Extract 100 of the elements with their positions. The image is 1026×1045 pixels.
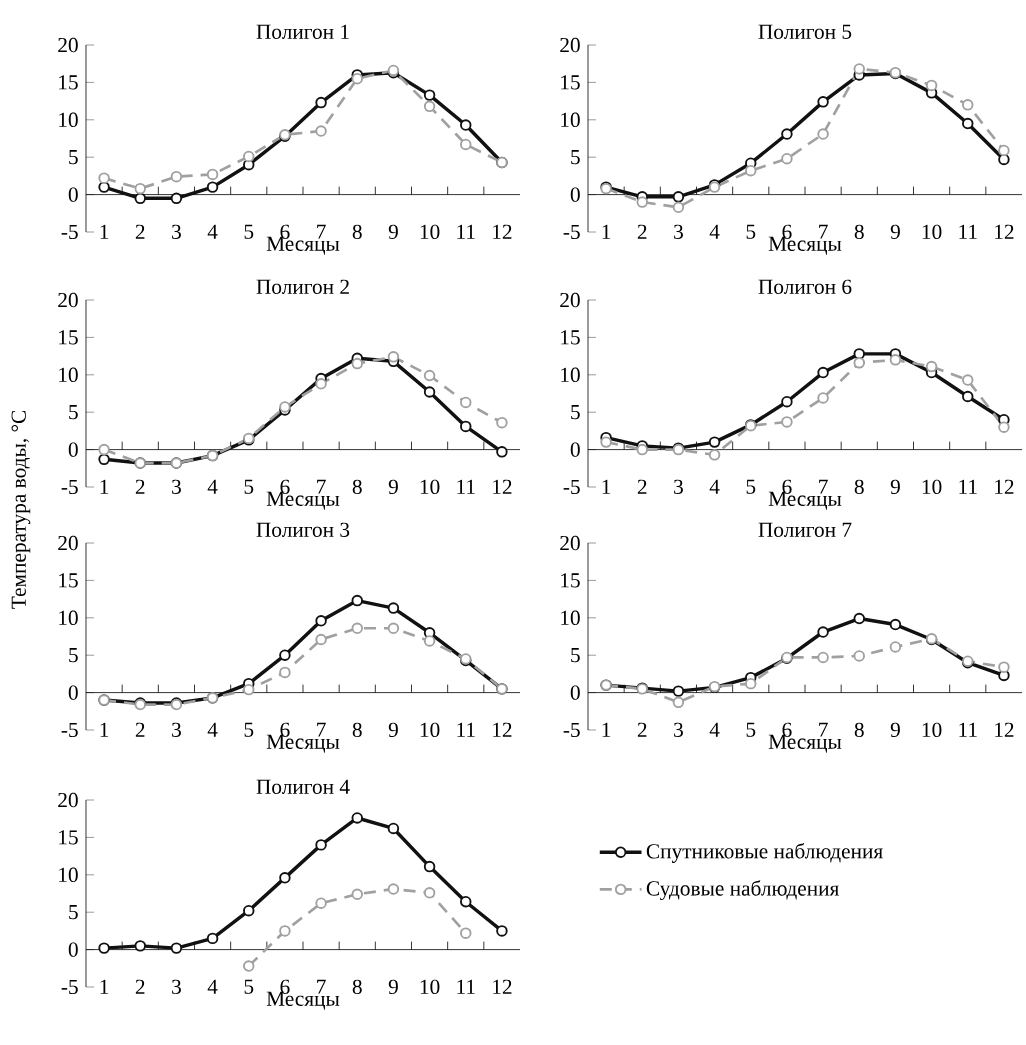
y-tick-label: -5	[563, 224, 580, 240]
y-tick-label: 5	[571, 150, 580, 165]
x-tick-label: 3	[674, 722, 683, 737]
x-tick-label: 3	[674, 479, 683, 494]
chart-title: Полигон 2	[256, 279, 349, 294]
y-tick-label: 0	[68, 685, 78, 700]
x-tick-label: 4	[709, 224, 720, 239]
y-tick-label: 0	[68, 942, 78, 957]
x-tick-label: 8	[352, 479, 362, 495]
legend-label: Судовые наблюдения	[646, 880, 839, 901]
x-tick-label: 4	[709, 722, 720, 737]
y-tick-label: -5	[563, 479, 580, 495]
y-tick-label: 0	[68, 187, 78, 202]
x-tick-label: 9	[388, 479, 398, 494]
chart-title: Полигон 3	[256, 522, 350, 537]
x-tick-label: 3	[674, 224, 683, 239]
x-tick-label: 4	[207, 224, 218, 239]
x-tick-label: 4	[207, 722, 218, 737]
x-tick-label: 12	[493, 479, 512, 494]
x-tick-label: 8	[854, 479, 864, 495]
x-tick-label: 12	[493, 722, 512, 737]
y-tick-label: 10	[561, 112, 580, 127]
x-tick-label: 11	[959, 722, 977, 737]
x-tick-label: 11	[457, 722, 475, 737]
x-tick-label: 12	[493, 979, 512, 994]
x-tick-label: 8	[854, 722, 864, 738]
y-tick-label: -5	[563, 722, 580, 738]
y-axis-title: Температура воды, °C	[11, 410, 31, 609]
x-tick-label: 9	[388, 979, 398, 994]
y-tick-label: 5	[571, 648, 580, 663]
y-tick-label: 15	[561, 330, 580, 345]
x-tick-label: 11	[457, 979, 475, 994]
x-tick-label: 8	[352, 979, 362, 995]
x-tick-label: 2	[637, 722, 647, 737]
legend-label: Спутниковые наблюдения	[646, 843, 883, 863]
x-tick-label: 11	[457, 224, 475, 239]
x-tick-label: 5	[244, 224, 254, 239]
x-tick-label: 1	[602, 722, 611, 737]
y-tick-label: 10	[561, 367, 580, 382]
x-tick-label: 10	[922, 224, 942, 240]
y-tick-label: 5	[69, 648, 78, 663]
y-tick-label: 15	[59, 830, 78, 845]
y-tick-label: 5	[571, 405, 580, 420]
y-tick-label: 15	[561, 573, 580, 588]
x-tick-label: 1	[602, 479, 611, 494]
x-tick-label: 2	[135, 722, 145, 737]
x-tick-label: 9	[890, 722, 900, 737]
x-tick-label: 12	[995, 722, 1014, 737]
x-tick-label: 1	[100, 722, 109, 737]
y-tick-label: 10	[59, 867, 78, 883]
x-tick-label: 12	[995, 224, 1014, 239]
x-tick-label: 10	[420, 979, 440, 995]
x-tick-label: 1	[602, 224, 611, 239]
y-tick-label: 5	[69, 405, 78, 420]
y-tick-label: 20	[58, 292, 78, 308]
y-tick-label: 20	[560, 292, 580, 308]
x-tick-label: 11	[457, 479, 475, 494]
x-tick-label: 11	[959, 224, 977, 239]
chart-title: Полигон 6	[758, 279, 852, 294]
y-tick-label: 10	[561, 610, 580, 625]
x-tick-label: 9	[388, 224, 398, 239]
x-tick-label: 10	[922, 722, 942, 738]
chart-title: Полигон 5	[758, 24, 852, 39]
y-tick-label: 10	[59, 112, 78, 127]
x-tick-label: 9	[388, 722, 398, 737]
y-tick-label: 0	[570, 442, 580, 457]
x-tick-label: 9	[890, 479, 900, 494]
x-tick-label: 5	[746, 479, 756, 494]
y-tick-label: 20	[560, 37, 580, 53]
chart-title: Полигон 1	[256, 24, 349, 39]
x-tick-label: 5	[244, 979, 254, 994]
y-tick-label: 10	[59, 610, 78, 625]
x-tick-label: 3	[172, 979, 181, 994]
x-tick-label: 10	[420, 479, 440, 495]
x-tick-label: 5	[746, 224, 756, 239]
x-tick-label: 2	[135, 979, 145, 994]
y-tick-label: 20	[560, 535, 580, 551]
x-tick-label: 4	[207, 479, 218, 494]
x-tick-label: 9	[890, 224, 900, 239]
y-tick-label: 0	[570, 187, 580, 202]
y-tick-label: -5	[61, 979, 78, 995]
x-tick-label: 2	[637, 479, 647, 494]
y-tick-label: 15	[59, 75, 78, 90]
x-tick-label: 2	[637, 224, 647, 239]
y-tick-label: 5	[69, 150, 78, 165]
y-tick-label: 5	[69, 905, 78, 920]
y-tick-label: 20	[58, 535, 78, 551]
x-tick-label: 1	[100, 979, 109, 994]
y-tick-label: 15	[561, 75, 580, 90]
x-tick-label: 4	[709, 479, 720, 494]
x-tick-label: 11	[959, 479, 977, 494]
x-tick-label: 8	[352, 224, 362, 240]
y-tick-label: 20	[58, 37, 78, 53]
x-tick-label: 4	[207, 979, 218, 994]
y-tick-label: 10	[59, 367, 78, 382]
x-tick-label: 8	[854, 224, 864, 240]
x-tick-label: 3	[172, 479, 181, 494]
x-tick-label: 12	[493, 224, 512, 239]
x-tick-label: 1	[100, 479, 109, 494]
x-tick-label: 2	[135, 479, 145, 494]
